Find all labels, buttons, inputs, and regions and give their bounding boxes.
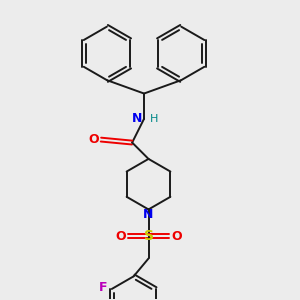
Text: O: O [115, 230, 126, 243]
Text: N: N [132, 112, 143, 125]
Text: N: N [143, 208, 154, 221]
Text: O: O [88, 133, 99, 146]
Text: O: O [171, 230, 182, 243]
Text: F: F [99, 281, 108, 294]
Text: S: S [143, 229, 154, 243]
Text: H: H [149, 114, 158, 124]
